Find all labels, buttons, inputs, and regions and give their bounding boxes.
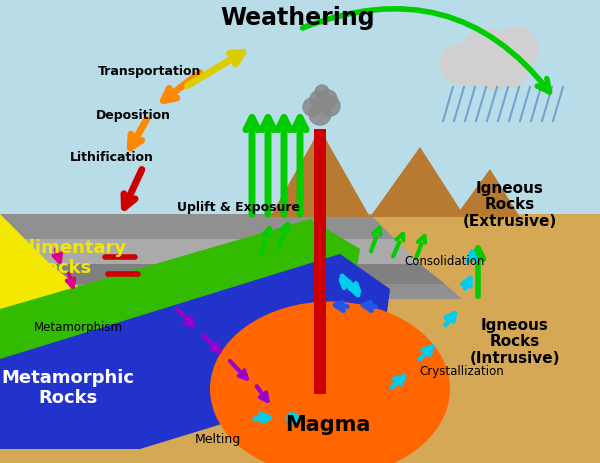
Ellipse shape [210, 302, 450, 463]
Polygon shape [370, 148, 465, 218]
Text: Sedimentary
Rocks: Sedimentary Rocks [0, 238, 127, 276]
Polygon shape [50, 264, 445, 284]
Polygon shape [0, 214, 600, 463]
Polygon shape [455, 169, 520, 218]
Text: Metamorphic
Rocks: Metamorphic Rocks [2, 368, 134, 406]
Polygon shape [0, 214, 395, 239]
Text: Lithification: Lithification [70, 151, 154, 164]
Text: Metamorphism: Metamorphism [34, 321, 122, 334]
Text: Uplift & Exposure: Uplift & Exposure [176, 201, 299, 214]
Polygon shape [25, 239, 420, 264]
Circle shape [315, 86, 329, 100]
Circle shape [440, 45, 480, 85]
Circle shape [492, 52, 528, 88]
Circle shape [309, 104, 331, 126]
Text: Igneous
Rocks
(Extrusive): Igneous Rocks (Extrusive) [463, 180, 557, 229]
Circle shape [460, 30, 516, 86]
Text: Crystallization: Crystallization [419, 365, 505, 378]
Polygon shape [314, 130, 326, 394]
Text: Melting: Melting [195, 432, 241, 445]
Circle shape [319, 91, 337, 109]
Polygon shape [0, 214, 235, 379]
Circle shape [320, 97, 340, 117]
Polygon shape [0, 255, 390, 449]
Circle shape [456, 53, 490, 87]
Circle shape [310, 92, 326, 108]
Polygon shape [0, 219, 360, 399]
Circle shape [303, 99, 321, 117]
Polygon shape [270, 130, 370, 218]
Circle shape [479, 59, 511, 91]
Text: Transportation: Transportation [98, 65, 202, 78]
Text: Magma: Magma [286, 414, 371, 434]
Circle shape [494, 28, 538, 72]
Polygon shape [75, 284, 462, 300]
Text: Weathering: Weathering [221, 6, 376, 30]
Text: Deposition: Deposition [95, 109, 170, 122]
Text: Consolidation: Consolidation [405, 255, 485, 268]
Text: Igneous
Rocks
(Intrusive): Igneous Rocks (Intrusive) [470, 317, 560, 365]
